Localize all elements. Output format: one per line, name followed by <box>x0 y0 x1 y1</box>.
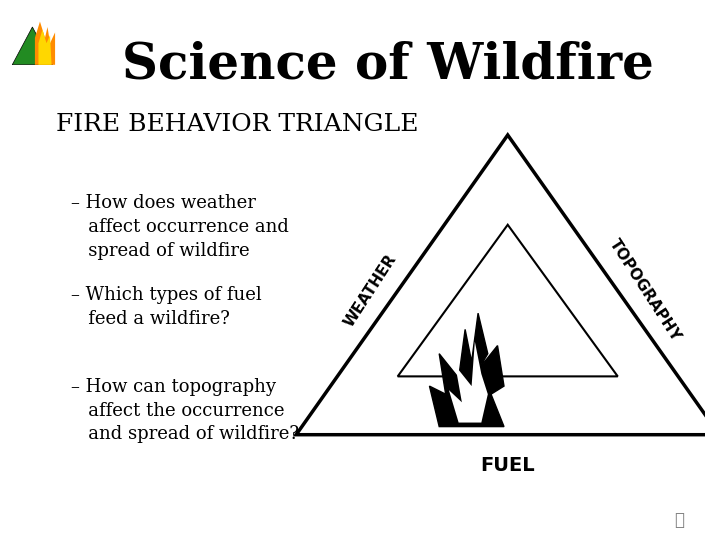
Polygon shape <box>38 30 52 65</box>
Polygon shape <box>296 135 719 435</box>
Text: – How does weather
   affect occurrence and
   spread of wildfire: – How does weather affect occurrence and… <box>71 194 289 260</box>
Text: TOPOGRAPHY: TOPOGRAPHY <box>607 237 684 344</box>
Polygon shape <box>429 313 504 427</box>
Polygon shape <box>449 341 487 422</box>
Text: 🔈: 🔈 <box>674 511 684 529</box>
Polygon shape <box>397 225 618 376</box>
Text: WEATHER: WEATHER <box>341 251 399 329</box>
Text: Science of Wildfire: Science of Wildfire <box>122 40 654 89</box>
Text: FIRE BEHAVIOR TRIANGLE: FIRE BEHAVIOR TRIANGLE <box>56 113 419 136</box>
Text: – Which types of fuel
   feed a wildfire?: – Which types of fuel feed a wildfire? <box>71 286 261 328</box>
Polygon shape <box>35 22 55 65</box>
Text: – How can topography
   affect the occurrence
   and spread of wildfire?: – How can topography affect the occurren… <box>71 378 299 443</box>
Polygon shape <box>12 27 53 65</box>
Text: FUEL: FUEL <box>480 456 535 475</box>
